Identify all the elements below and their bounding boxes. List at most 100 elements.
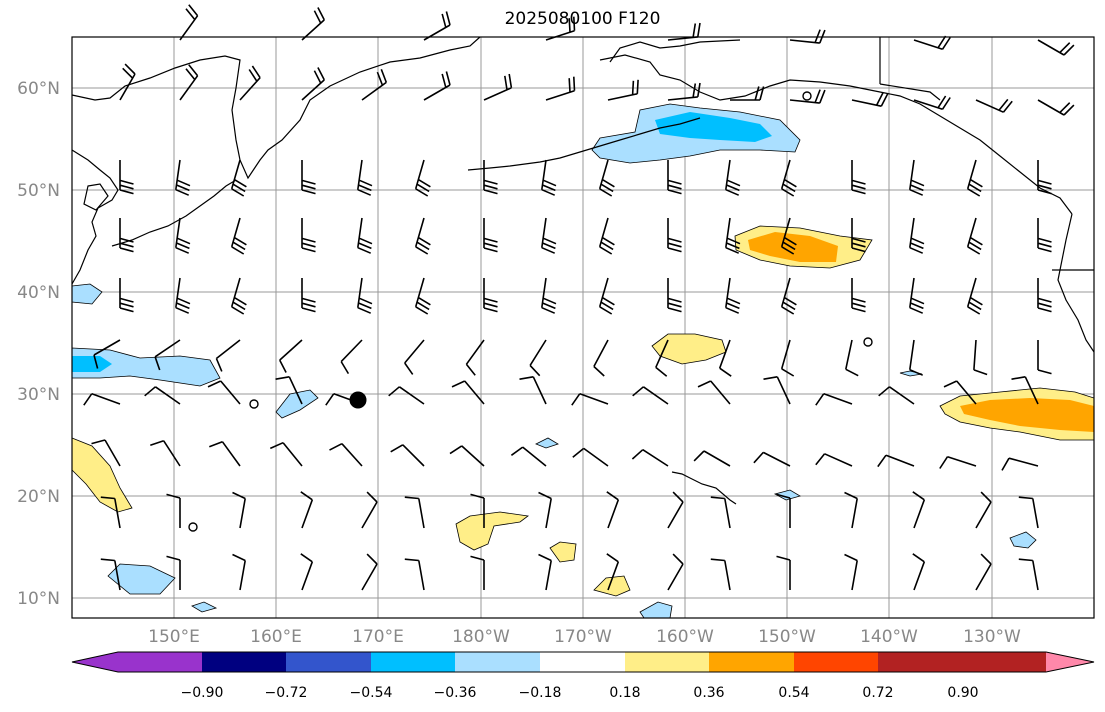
wind-barb bbox=[851, 92, 889, 107]
colorbar-extend-high bbox=[1046, 652, 1094, 672]
station-circle-2 bbox=[188, 522, 198, 532]
wind-barb bbox=[150, 440, 181, 467]
wind-barb bbox=[119, 218, 134, 253]
contour-westpac-positive bbox=[71, 437, 133, 513]
wind-barb bbox=[730, 86, 765, 101]
contour-gulf-strong bbox=[748, 232, 838, 262]
lat-label-60: 60°N bbox=[17, 79, 60, 99]
lat-label-30: 30°N bbox=[17, 385, 60, 405]
cb-label-3: −0.54 bbox=[350, 685, 393, 701]
wind-barb bbox=[361, 553, 378, 591]
wind-barb bbox=[851, 218, 866, 253]
wind-barb bbox=[470, 555, 485, 590]
wind-barb bbox=[966, 217, 983, 255]
station-circle-4 bbox=[802, 91, 812, 101]
colorbar-segment bbox=[286, 652, 371, 672]
wind-barb bbox=[815, 453, 853, 467]
cb-label-8: 0.54 bbox=[778, 685, 809, 701]
wind-barb bbox=[465, 339, 485, 376]
wind-barb bbox=[966, 159, 983, 197]
wind-barb bbox=[913, 35, 951, 51]
wind-barb bbox=[725, 217, 741, 254]
colorbar-segment bbox=[118, 652, 202, 672]
wind-barb bbox=[269, 441, 303, 467]
wind-barb bbox=[361, 69, 388, 101]
wind-barb bbox=[449, 445, 485, 467]
wind-barb bbox=[815, 392, 853, 406]
wind-barb bbox=[483, 73, 513, 101]
lon-label-160w: 160°W bbox=[656, 627, 714, 647]
wind-barb bbox=[301, 7, 326, 41]
wind-barb bbox=[175, 159, 191, 196]
wind-barb bbox=[667, 218, 682, 253]
wind-barb bbox=[179, 4, 199, 41]
wind-barb bbox=[83, 392, 121, 406]
wind-barb bbox=[510, 446, 547, 467]
wind-barb bbox=[209, 440, 241, 467]
wind-barb bbox=[693, 450, 731, 467]
wind-barb bbox=[913, 95, 951, 111]
wind-barb bbox=[388, 386, 425, 405]
wind-barb bbox=[753, 451, 791, 467]
wind-barb bbox=[710, 496, 731, 529]
wind-barb bbox=[851, 160, 866, 195]
colorbar-segment bbox=[371, 652, 455, 672]
cb-label-10: 0.90 bbox=[947, 685, 978, 701]
lon-label-170e: 170°E bbox=[352, 627, 404, 647]
contour-small-neg-4 bbox=[639, 601, 673, 619]
cb-label-2: −0.72 bbox=[265, 685, 308, 701]
wind-barb bbox=[909, 159, 925, 196]
wind-barb bbox=[912, 491, 926, 529]
wind-barb bbox=[357, 277, 373, 314]
wind-barb bbox=[100, 558, 121, 591]
wind-barb bbox=[300, 553, 314, 591]
wind-barb bbox=[301, 160, 316, 195]
contour-small-neg-2 bbox=[107, 563, 176, 595]
wind-barb bbox=[340, 339, 363, 375]
wind-barb bbox=[939, 455, 977, 469]
wind-barb bbox=[541, 277, 557, 314]
wind-barb bbox=[361, 491, 378, 529]
wind-barb bbox=[966, 277, 983, 315]
wind-barb bbox=[91, 439, 121, 467]
wind-barb bbox=[975, 98, 1013, 113]
colorbar-extend-low bbox=[72, 652, 118, 672]
coast-kurils bbox=[111, 179, 237, 247]
contour-160w-positive bbox=[651, 333, 727, 365]
wind-barb bbox=[414, 217, 431, 255]
map-frame bbox=[71, 36, 1095, 619]
wind-barb bbox=[301, 218, 316, 253]
wind-barb bbox=[631, 449, 669, 467]
wind-barb bbox=[230, 277, 247, 315]
wind-barb bbox=[232, 491, 246, 529]
contour-ca-strong bbox=[960, 398, 1094, 432]
contour-small-neg-6 bbox=[773, 489, 801, 501]
wind-barb bbox=[1037, 160, 1052, 195]
colorbar-segment bbox=[878, 652, 963, 672]
wind-barb bbox=[606, 553, 620, 591]
wind-barb bbox=[230, 159, 247, 197]
contour-small-neg-5 bbox=[535, 437, 559, 449]
wind-barb bbox=[912, 553, 926, 591]
colorbar-segment bbox=[709, 652, 794, 672]
wind-barb bbox=[545, 16, 576, 41]
wind-barb bbox=[470, 493, 485, 528]
wind-barb bbox=[215, 339, 241, 372]
wind-barb bbox=[451, 380, 485, 405]
contour-small-neg-8 bbox=[899, 370, 923, 377]
coast-hawaii bbox=[671, 471, 737, 505]
wind-barb bbox=[667, 491, 684, 529]
wind-barb bbox=[1037, 39, 1075, 56]
border-bc-alaska bbox=[879, 83, 941, 101]
coast-alaska bbox=[599, 54, 1073, 215]
wind-barb bbox=[404, 339, 425, 375]
contour-positive-2 bbox=[455, 511, 530, 551]
wind-barb bbox=[230, 217, 247, 255]
wind-barb bbox=[725, 277, 741, 314]
contour-japan-negative bbox=[71, 283, 103, 305]
wind-barb bbox=[414, 277, 431, 315]
lat-label-40: 40°N bbox=[17, 283, 60, 303]
contour-westpac-negative bbox=[71, 347, 221, 387]
wind-barb bbox=[538, 491, 552, 529]
coastlines bbox=[71, 36, 1095, 505]
